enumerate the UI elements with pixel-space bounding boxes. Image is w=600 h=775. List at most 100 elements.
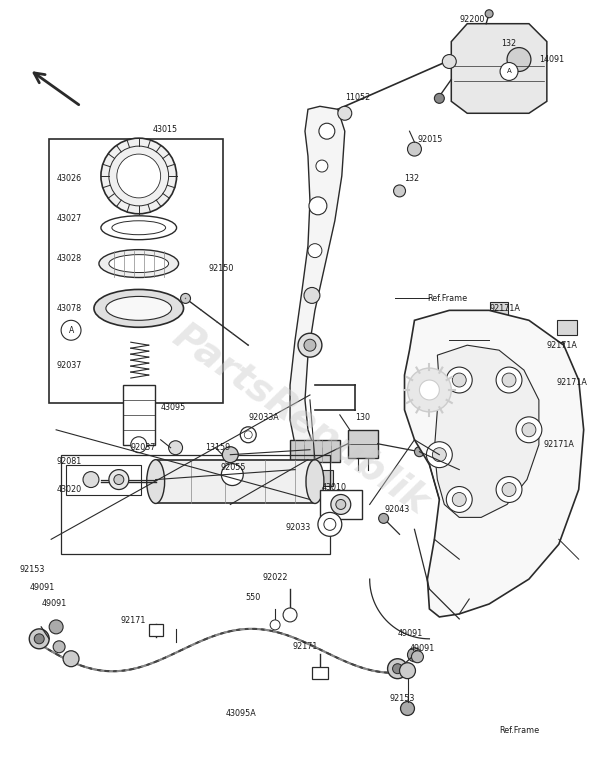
Text: 13159: 13159	[205, 443, 230, 453]
Ellipse shape	[101, 215, 176, 239]
Text: 92171A: 92171A	[557, 377, 587, 387]
Circle shape	[221, 463, 243, 486]
Ellipse shape	[109, 255, 169, 273]
Text: 92033A: 92033A	[248, 413, 279, 422]
Ellipse shape	[147, 460, 164, 504]
Bar	[557, 320, 577, 336]
Text: 92153: 92153	[389, 694, 415, 703]
Text: Ref.Frame: Ref.Frame	[499, 726, 539, 735]
Text: 132: 132	[501, 39, 516, 48]
Bar	[290, 439, 340, 462]
Circle shape	[34, 634, 44, 644]
Circle shape	[223, 446, 238, 463]
Text: 92015: 92015	[418, 135, 443, 143]
Circle shape	[496, 477, 522, 502]
Bar	[320, 490, 362, 519]
Circle shape	[336, 499, 346, 509]
Text: 49091: 49091	[41, 600, 67, 608]
Text: 43020: 43020	[56, 485, 81, 494]
Text: 92171A: 92171A	[547, 341, 578, 350]
Circle shape	[316, 160, 328, 172]
Circle shape	[522, 423, 536, 437]
Circle shape	[392, 663, 403, 673]
Text: 43028: 43028	[56, 254, 81, 263]
Text: 11052: 11052	[345, 93, 370, 102]
Text: 49091: 49091	[409, 644, 435, 653]
Circle shape	[319, 123, 335, 140]
Circle shape	[240, 427, 256, 443]
Circle shape	[446, 487, 472, 512]
Ellipse shape	[94, 289, 184, 327]
Bar	[545, 343, 563, 358]
Polygon shape	[290, 106, 345, 455]
Circle shape	[309, 197, 327, 215]
Text: 92171: 92171	[292, 642, 317, 651]
Circle shape	[427, 442, 452, 467]
Text: 92037: 92037	[56, 360, 82, 370]
Text: 130: 130	[355, 413, 370, 422]
Ellipse shape	[99, 250, 179, 277]
Text: 43027: 43027	[56, 214, 82, 223]
Text: 43095A: 43095A	[226, 709, 256, 718]
Circle shape	[61, 320, 81, 340]
Circle shape	[308, 243, 322, 257]
Text: 92037: 92037	[131, 443, 156, 453]
Circle shape	[407, 648, 421, 662]
Bar	[490, 302, 508, 319]
Text: 92043: 92043	[385, 505, 410, 514]
Circle shape	[101, 138, 176, 214]
Text: 43026: 43026	[56, 174, 81, 184]
Circle shape	[169, 441, 182, 455]
Circle shape	[338, 106, 352, 120]
Circle shape	[114, 474, 124, 484]
Circle shape	[109, 146, 169, 206]
Circle shape	[434, 93, 445, 103]
Bar	[293, 470, 333, 486]
Circle shape	[400, 663, 415, 679]
Circle shape	[283, 608, 297, 622]
Circle shape	[379, 513, 389, 523]
Bar	[49, 140, 223, 403]
Circle shape	[407, 142, 421, 156]
Text: 92022: 92022	[262, 573, 287, 581]
Circle shape	[49, 620, 63, 634]
Circle shape	[331, 494, 351, 515]
Circle shape	[412, 651, 424, 663]
Bar	[530, 442, 548, 458]
Text: 49091: 49091	[29, 583, 55, 591]
Circle shape	[63, 651, 79, 666]
Circle shape	[407, 368, 451, 412]
Text: 43015: 43015	[152, 125, 178, 134]
Bar	[149, 624, 163, 635]
Text: 92153: 92153	[19, 565, 44, 574]
Polygon shape	[451, 24, 547, 113]
Circle shape	[433, 448, 446, 462]
Ellipse shape	[306, 460, 324, 504]
Circle shape	[53, 641, 65, 653]
Circle shape	[270, 620, 280, 630]
Polygon shape	[404, 310, 584, 617]
Circle shape	[109, 470, 129, 490]
Text: 92033: 92033	[285, 523, 310, 532]
Circle shape	[415, 446, 424, 456]
Circle shape	[388, 659, 407, 679]
Circle shape	[298, 333, 322, 357]
Text: Ref.Frame: Ref.Frame	[427, 294, 467, 303]
Bar	[560, 382, 578, 398]
Circle shape	[442, 54, 456, 68]
Circle shape	[485, 10, 493, 18]
Ellipse shape	[112, 221, 166, 235]
Text: A: A	[68, 326, 74, 335]
Text: 43078: 43078	[56, 304, 81, 313]
Circle shape	[502, 373, 516, 387]
Text: 92150: 92150	[208, 264, 234, 273]
Text: 14091: 14091	[539, 55, 564, 64]
Circle shape	[117, 154, 161, 198]
Text: 92081: 92081	[56, 457, 82, 466]
Text: 92171A: 92171A	[544, 440, 575, 450]
Circle shape	[507, 47, 531, 71]
Circle shape	[83, 472, 99, 487]
Text: A: A	[506, 68, 511, 74]
Bar	[155, 460, 315, 504]
Circle shape	[446, 367, 472, 393]
